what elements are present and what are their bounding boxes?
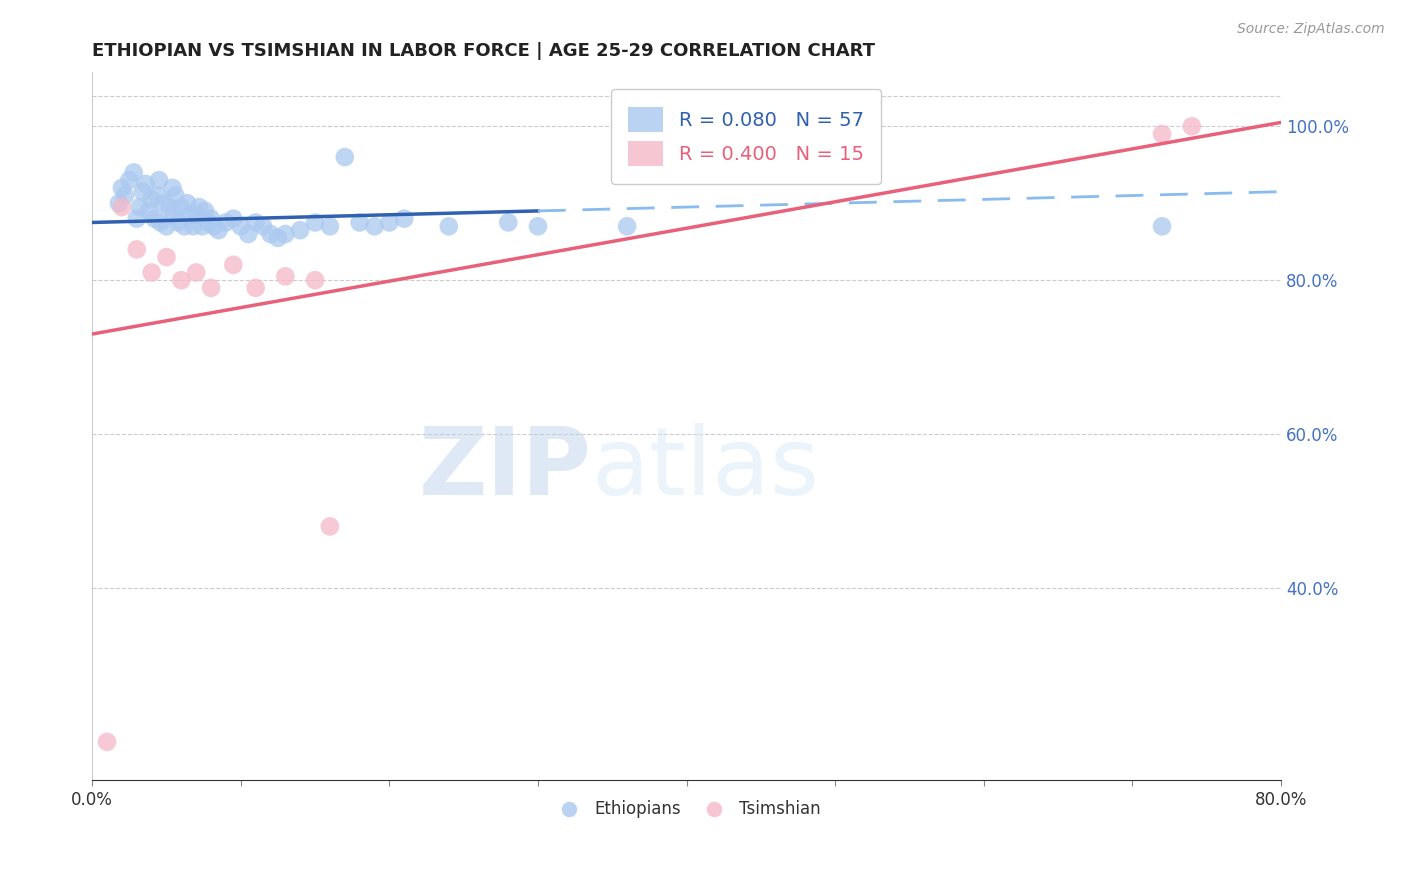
Point: [188, 200, 211, 214]
Point: [162, 181, 184, 195]
Point: [135, 177, 157, 191]
Point: [437, 219, 460, 234]
Point: [274, 269, 297, 284]
Point: [146, 188, 169, 202]
Point: [333, 150, 356, 164]
Point: [222, 258, 245, 272]
Point: [290, 223, 312, 237]
Point: [304, 273, 326, 287]
Point: [527, 219, 550, 234]
Point: [170, 273, 193, 287]
Text: ZIP: ZIP: [419, 423, 592, 515]
Point: [167, 215, 190, 229]
Point: [96, 735, 118, 749]
Point: [159, 200, 181, 214]
Point: [122, 165, 145, 179]
Point: [165, 188, 187, 202]
Point: [118, 173, 141, 187]
Point: [319, 519, 342, 533]
Point: [197, 215, 219, 229]
Point: [131, 185, 153, 199]
Point: [155, 219, 177, 234]
Point: [238, 227, 260, 241]
Point: [141, 193, 163, 207]
Point: [181, 219, 204, 234]
Point: [152, 196, 174, 211]
Point: [170, 200, 193, 214]
Point: [215, 215, 238, 229]
Point: [616, 219, 638, 234]
Text: Source: ZipAtlas.com: Source: ZipAtlas.com: [1237, 22, 1385, 37]
Text: atlas: atlas: [592, 423, 820, 515]
Point: [186, 265, 208, 279]
Point: [245, 215, 267, 229]
Point: [202, 219, 225, 234]
Point: [259, 227, 281, 241]
Point: [207, 223, 229, 237]
Point: [111, 200, 134, 214]
Point: [319, 219, 342, 234]
Point: [194, 203, 217, 218]
Point: [148, 173, 170, 187]
Point: [1181, 120, 1204, 134]
Point: [125, 211, 148, 226]
Point: [274, 227, 297, 241]
Legend: Ethiopians, Tsimshian: Ethiopians, Tsimshian: [546, 794, 827, 825]
Point: [229, 219, 252, 234]
Point: [363, 219, 385, 234]
Point: [125, 243, 148, 257]
Point: [155, 250, 177, 264]
Point: [149, 215, 172, 229]
Point: [191, 219, 214, 234]
Point: [267, 231, 290, 245]
Point: [394, 211, 416, 226]
Text: ETHIOPIAN VS TSIMSHIAN IN LABOR FORCE | AGE 25-29 CORRELATION CHART: ETHIOPIAN VS TSIMSHIAN IN LABOR FORCE | …: [93, 42, 875, 60]
Point: [245, 281, 267, 295]
Point: [186, 208, 208, 222]
Point: [141, 265, 163, 279]
Point: [1152, 127, 1174, 141]
Point: [304, 215, 326, 229]
Point: [200, 211, 222, 226]
Point: [163, 208, 186, 222]
Point: [114, 188, 136, 202]
Point: [128, 200, 150, 214]
Point: [1152, 219, 1174, 234]
Point: [143, 211, 166, 226]
Point: [200, 281, 222, 295]
Point: [111, 181, 134, 195]
Point: [378, 215, 401, 229]
Point: [108, 196, 131, 211]
Point: [252, 219, 274, 234]
Point: [222, 211, 245, 226]
Point: [173, 219, 195, 234]
Point: [138, 203, 160, 218]
Point: [496, 215, 519, 229]
Point: [349, 215, 371, 229]
Point: [176, 196, 198, 211]
Point: [179, 208, 201, 222]
